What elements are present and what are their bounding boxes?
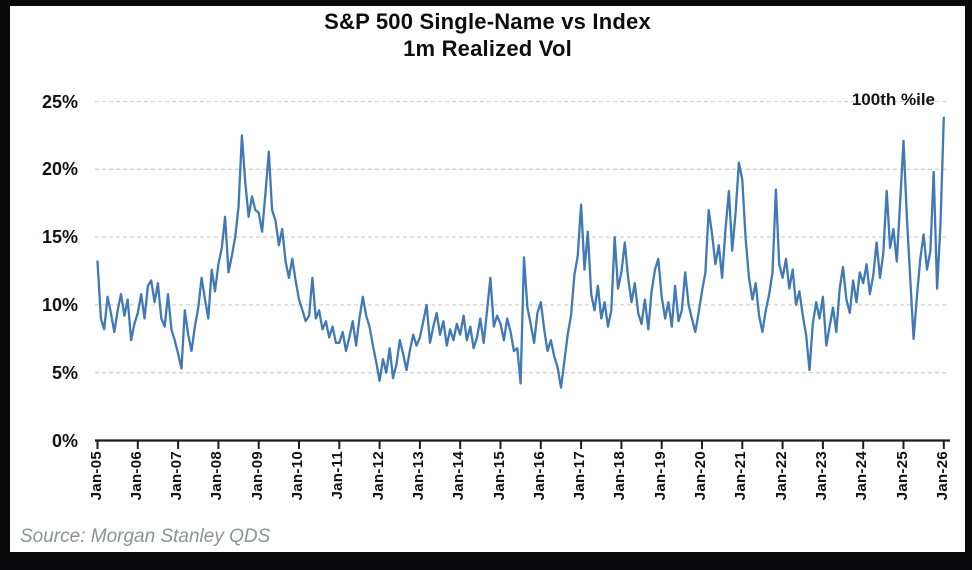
chart-canvas (10, 6, 965, 552)
x-tick-label: Jan-23 (812, 451, 830, 501)
x-tick-label: Jan-25 (893, 451, 911, 501)
x-tick-label: Jan-06 (127, 451, 145, 501)
x-tick-label: Jan-15 (490, 451, 508, 501)
vol-series-line (96, 116, 945, 389)
y-tick-label: 25% (41, 91, 78, 112)
x-tick-label: Jan-11 (329, 451, 347, 500)
y-tick-label: 10% (41, 294, 78, 315)
y-tick-label: 5% (51, 362, 78, 383)
y-tick-label: 15% (41, 227, 78, 248)
source-note: Source: Morgan Stanley QDS (20, 526, 271, 547)
x-tick-label: Jan-17 (571, 451, 589, 501)
x-tick-label: Jan-22 (772, 451, 790, 501)
chart-title-line2: 1m Realized Vol (403, 36, 572, 61)
x-tick-label: Jan-09 (248, 451, 266, 501)
x-tick-label: Jan-20 (692, 451, 709, 501)
x-tick-label: Jan-10 (289, 451, 306, 501)
x-tick-label: Jan-12 (369, 451, 387, 501)
x-tick-label: Jan-19 (651, 451, 669, 501)
x-tick-label: Jan-08 (208, 451, 226, 501)
x-tick-label: Jan-16 (530, 451, 548, 501)
x-tick-label: Jan-21 (732, 451, 750, 501)
x-tick-label: Jan-24 (853, 451, 871, 501)
y-tick-label: 20% (41, 159, 78, 180)
x-tick-label: Jan-26 (933, 451, 951, 501)
chart-title: S&P 500 Single-Name vs Index 1m Realized… (10, 8, 965, 62)
x-tick-label: Jan-18 (611, 451, 629, 501)
x-tick-label: Jan-14 (450, 451, 468, 501)
percentile-annotation: 100th %ile (851, 90, 935, 109)
x-tick-label: Jan-05 (87, 451, 105, 501)
x-tick-label: Jan-07 (168, 451, 186, 501)
y-tick-label: 0% (51, 430, 78, 451)
chart-title-line1: S&P 500 Single-Name vs Index (324, 9, 651, 34)
x-tick-label: Jan-13 (409, 451, 427, 501)
